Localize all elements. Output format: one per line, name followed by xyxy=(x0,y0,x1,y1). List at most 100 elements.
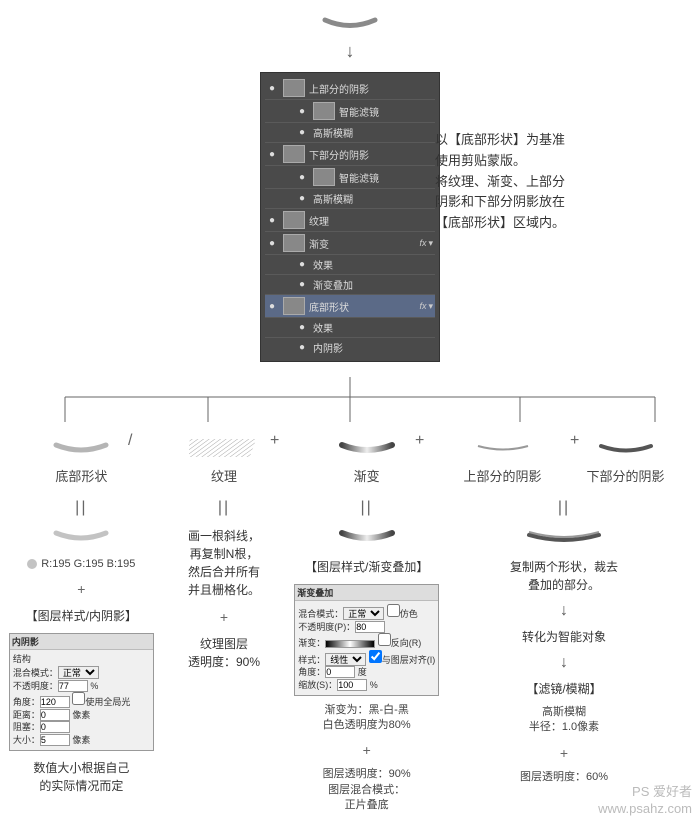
layer-label: 渐变 xyxy=(309,236,419,251)
col4-title-right: 下部分的阴影 xyxy=(587,466,665,485)
text-line: 画一根斜线， xyxy=(188,527,260,545)
visibility-icon[interactable]: ● xyxy=(295,128,309,138)
visibility-icon[interactable]: ● xyxy=(295,194,309,204)
layer-row[interactable]: ● 渐变叠加 xyxy=(265,275,435,295)
plus-separator: + xyxy=(570,432,579,450)
col-texture: 纹理 || 画一根斜线， 再复制N根， 然后合并所有 并且栅格化。 + 纹理图层… xyxy=(153,435,296,817)
col2-title: 纹理 xyxy=(211,466,237,485)
col4-title-left: 上部分的阴影 xyxy=(464,466,542,485)
layer-row[interactable]: ●高斯模糊 xyxy=(265,123,435,143)
col-base-shape: 底部形状 || R:195 G:195 B:195 + 【图层样式/内阴影】 内… xyxy=(10,435,153,817)
layer-label: 渐变叠加 xyxy=(313,277,435,292)
dialog-row: 阻塞： xyxy=(13,721,150,734)
col1-title: 底部形状 xyxy=(55,466,107,485)
layer-row[interactable]: ●效果 xyxy=(265,255,435,275)
blend-select[interactable]: 正常 xyxy=(58,666,99,679)
layer-row[interactable]: ● 纹理 xyxy=(265,209,435,232)
col3-note: 渐变为：黑-白-黑 白色透明度为80% xyxy=(323,703,411,734)
side-line: 【底部形状】区域内。 xyxy=(435,213,585,234)
col1-shape xyxy=(51,435,111,460)
dialog-row: 大小： 像素 xyxy=(13,734,150,747)
gradient-overlay-dialog: 渐变叠加 混合模式：正常 仿色 不透明度(P)： 渐变： 反向(R) 样式：线性… xyxy=(294,584,439,696)
layer-thumb xyxy=(313,102,335,120)
angle-input[interactable] xyxy=(325,666,355,678)
layer-row-selected[interactable]: ●底部形状fx▾ xyxy=(265,295,435,318)
rgb-label: R:195 G:195 B:195 xyxy=(27,557,135,572)
layer-label: 纹理 xyxy=(309,213,435,228)
dialog-header: 内阴影 xyxy=(10,634,153,650)
dialog-row: 渐变： 反向(R) xyxy=(298,633,435,650)
layer-row[interactable]: ● 下部分的阴影 xyxy=(265,143,435,166)
layer-row[interactable]: ● 效果 xyxy=(265,318,435,338)
visibility-icon[interactable]: ● xyxy=(295,260,309,270)
style-select[interactable]: 线性 xyxy=(325,653,366,666)
inner-shadow-dialog: 内阴影 结构 混合模式：正常 不透明度： % 角度： 使用全局光 距离： 像素 … xyxy=(9,633,154,750)
shadow-shapes-row: 上部分的阴影 下部分的阴影 xyxy=(441,435,687,493)
visibility-icon[interactable]: ● xyxy=(265,238,279,248)
col1-note: 数值大小根据自己的实际情况而定 xyxy=(33,759,129,795)
opacity-input[interactable] xyxy=(58,680,88,692)
scale-input[interactable] xyxy=(337,679,367,691)
distance-input[interactable] xyxy=(40,709,70,721)
layer-row[interactable]: ● 上部分的阴影 xyxy=(265,77,435,100)
gradient-preview[interactable] xyxy=(325,640,375,648)
dither-check[interactable] xyxy=(387,604,400,617)
layer-row[interactable]: ●高斯模糊 xyxy=(265,189,435,209)
text-line: 图层混合模式： xyxy=(323,783,411,798)
layer-thumb xyxy=(283,145,305,163)
watermark: PS 爱好者 www.psahz.com xyxy=(598,784,692,818)
visibility-icon[interactable]: ● xyxy=(265,83,279,93)
plus-sep: + xyxy=(77,581,85,597)
visibility-icon[interactable]: ● xyxy=(295,280,309,290)
visibility-icon[interactable]: ● xyxy=(295,106,309,116)
angle-input[interactable] xyxy=(40,696,70,708)
visibility-icon[interactable]: ● xyxy=(295,172,309,182)
align-check[interactable] xyxy=(369,650,382,663)
layers-panel: ●上部分的阴影 ●智能滤镜 ●高斯模糊 ●下部分的阴影 ●智能滤镜 ●高斯模糊 … xyxy=(260,72,440,362)
chevron-down-icon[interactable]: ▾ xyxy=(428,301,435,312)
branch-svg xyxy=(10,377,690,427)
text-line: 再复制N根， xyxy=(188,545,260,563)
visibility-icon[interactable]: ● xyxy=(265,301,279,311)
layer-row[interactable]: ●智能滤镜 xyxy=(265,166,435,189)
dialog-row: 缩放(S)： % xyxy=(298,679,435,692)
visibility-icon[interactable]: ● xyxy=(295,323,309,333)
layer-label: 内阴影 xyxy=(313,340,435,355)
visibility-icon[interactable]: ● xyxy=(265,149,279,159)
choke-input[interactable] xyxy=(40,721,70,733)
layer-thumb xyxy=(283,211,305,229)
visibility-icon[interactable]: ● xyxy=(295,343,309,353)
col3-note2: 图层透明度：90% 图层混合模式： 正片叠底 xyxy=(323,767,411,813)
layer-label: 效果 xyxy=(313,320,435,335)
arrow-down-1: ↓ xyxy=(0,41,700,62)
arc-icon xyxy=(320,15,380,31)
dialog-row: 样式：线性 与图层对齐(I) xyxy=(298,650,435,667)
global-light-check[interactable] xyxy=(72,692,85,705)
layerstyle-label: 【图层样式/渐变叠加】 xyxy=(305,558,428,576)
col2-text: 画一根斜线， 再复制N根， 然后合并所有 并且栅格化。 xyxy=(188,527,260,599)
fx-badge: fx xyxy=(419,238,428,248)
side-line: 将纹理、渐变、上部分 xyxy=(435,172,585,193)
equals-icon: || xyxy=(361,499,373,517)
blend-select[interactable]: 正常 xyxy=(343,607,384,620)
fx-badge: fx xyxy=(419,301,428,311)
dialog-row: 角度： 度 xyxy=(298,666,435,679)
watermark-line: www.psahz.com xyxy=(598,801,692,818)
col3-title: 渐变 xyxy=(354,466,380,485)
layer-row[interactable]: ● 内阴影 xyxy=(265,338,435,357)
opacity-input[interactable] xyxy=(355,621,385,633)
col1-shape2 xyxy=(51,523,111,548)
layer-row[interactable]: ●智能滤镜 xyxy=(265,100,435,123)
text-line: 纹理图层 xyxy=(188,635,260,653)
text-line: 渐变为：黑-白-黑 xyxy=(323,703,411,718)
visibility-icon[interactable]: ● xyxy=(265,215,279,225)
top-result-shape xyxy=(0,0,700,31)
dialog-row: 角度： 使用全局光 xyxy=(13,692,150,709)
layer-row[interactable]: ● 渐变fx▾ xyxy=(265,232,435,255)
reverse-check[interactable] xyxy=(378,633,391,646)
chevron-down-icon[interactable]: ▾ xyxy=(428,238,435,249)
size-input[interactable] xyxy=(40,734,70,746)
col4-filter: 【滤镜/模糊】 xyxy=(526,680,601,698)
layer-label: 上部分的阴影 xyxy=(309,81,435,96)
layer-label: 下部分的阴影 xyxy=(309,147,435,162)
